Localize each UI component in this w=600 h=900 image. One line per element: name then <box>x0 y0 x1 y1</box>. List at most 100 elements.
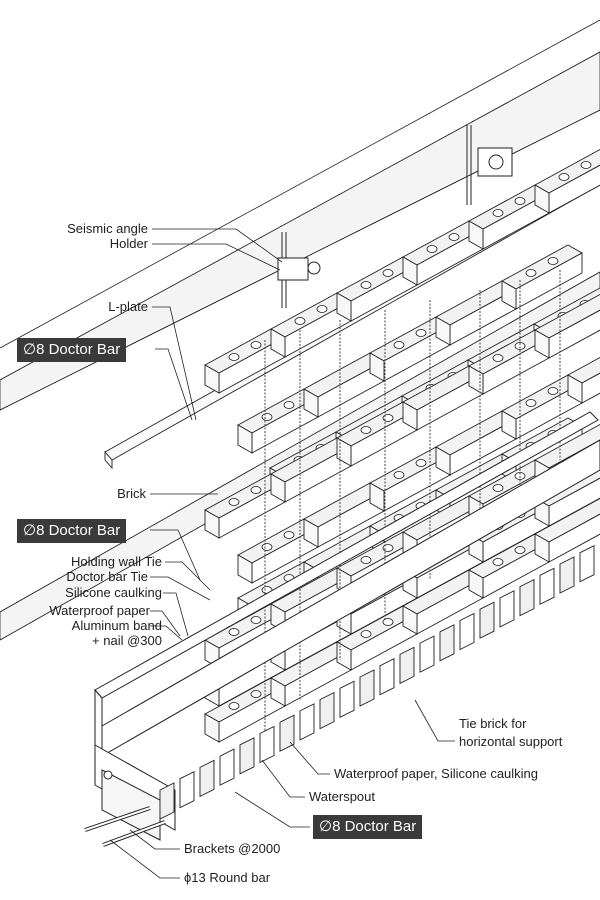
brick-hole <box>294 317 306 325</box>
brick-hole <box>525 269 537 277</box>
brick-hole <box>228 353 240 361</box>
tie-brick-label-line1: Tie brick for <box>459 716 527 731</box>
brick-hole <box>316 305 328 313</box>
round-bar-label: ϕ13 Round bar <box>184 870 271 885</box>
brick-end <box>270 473 286 503</box>
waterspout-block <box>259 725 275 764</box>
brick-hole <box>250 616 262 624</box>
brick-end <box>468 220 484 250</box>
holding-wall-tie-label: Holding wall Tie <box>70 554 162 569</box>
brick-hole <box>228 628 240 636</box>
brick-hole <box>514 342 526 350</box>
holder-label: Holder <box>109 236 148 251</box>
doctor-bar-bottom-tag: ∅8 Doctor Bar <box>313 815 423 839</box>
waterspout-block <box>159 782 175 820</box>
doctor-bar-tie-label: Doctor bar Tie <box>66 569 148 584</box>
brick-hole <box>514 546 526 554</box>
brick-hole <box>360 630 372 638</box>
brick-hole <box>250 486 262 494</box>
brick-end <box>336 292 352 322</box>
waterspout-block <box>179 770 195 809</box>
brick-hole <box>393 341 405 349</box>
nail-spacing-label: + nail @300 <box>92 633 162 648</box>
brick-hole <box>547 387 559 395</box>
brick-hole <box>228 498 240 506</box>
brick-end <box>336 437 352 467</box>
brick-end <box>435 446 451 476</box>
leader-lines <box>109 228 455 879</box>
brick-hole <box>525 399 537 407</box>
brick-hole <box>547 257 559 265</box>
brick-end <box>237 554 253 584</box>
silicone-caulking-label: Silicone caulking <box>65 585 162 600</box>
brick-end <box>534 533 550 563</box>
brick-hole <box>514 197 526 205</box>
waterproof-paper-label: Waterproof paper <box>49 603 150 618</box>
waterspout-block <box>379 657 395 696</box>
brick-end <box>303 388 319 418</box>
waterspout-block <box>399 646 415 685</box>
brick-hole <box>382 618 394 626</box>
brick-label: Brick <box>117 486 146 501</box>
brick-end <box>534 329 550 359</box>
brick-hole <box>492 354 504 362</box>
brick-end <box>402 256 418 286</box>
brick-end <box>270 328 286 358</box>
brick-end <box>468 569 484 599</box>
brick-hole <box>426 245 438 253</box>
waterspout-block <box>459 612 475 651</box>
waterspout-block <box>199 759 215 798</box>
brick-end <box>204 509 220 539</box>
brick-hole <box>415 329 427 337</box>
brick-hole <box>261 413 273 421</box>
brick-hole <box>580 161 592 169</box>
brick-hole <box>360 426 372 434</box>
brick-hole <box>360 556 372 564</box>
doctor-bar-ties <box>264 270 561 740</box>
brick-end <box>402 605 418 635</box>
waterspout-block <box>299 703 315 741</box>
waterproof-silicone-label: Waterproof paper, Silicone caulking <box>334 766 539 781</box>
aluminum-band-label: Aluminum band <box>71 618 162 633</box>
brick-end <box>369 482 385 512</box>
brick-hole <box>448 233 460 241</box>
brick-hole <box>250 341 262 349</box>
brick-end <box>270 677 286 707</box>
waterspout-block <box>519 578 535 617</box>
waterspout-block <box>279 714 295 752</box>
brick-end <box>204 713 220 743</box>
waterspout-block <box>479 601 495 639</box>
waterspout-block <box>559 556 575 594</box>
brick-hole <box>360 281 372 289</box>
brick-hole <box>261 543 273 551</box>
waterspout-block <box>439 624 455 662</box>
base-channel-and-spout <box>84 411 600 847</box>
seismic-angle-holder <box>277 125 513 308</box>
brick-end <box>501 410 517 440</box>
brick-hole <box>382 269 394 277</box>
brick-end <box>237 424 253 454</box>
brick-end <box>303 518 319 548</box>
waterspout-row <box>159 544 595 820</box>
l-plate-label: L-plate <box>108 299 148 314</box>
waterspout-block <box>539 567 555 606</box>
brick-end <box>435 316 451 346</box>
brick-hole <box>492 209 504 217</box>
brick-hole <box>283 531 295 539</box>
waterspout-block <box>339 680 355 719</box>
brick-hole <box>558 173 570 181</box>
brick-hole <box>415 459 427 467</box>
brick-hole <box>283 401 295 409</box>
brick-hole <box>393 471 405 479</box>
brick-hole <box>492 484 504 492</box>
waterspout-label: Waterspout <box>309 789 375 804</box>
brick-end <box>501 280 517 310</box>
brick-hole <box>228 702 240 710</box>
brick-end <box>534 184 550 214</box>
waterspout-block <box>499 590 515 628</box>
brick-hole <box>250 690 262 698</box>
waterspout-block <box>319 691 335 730</box>
tie-brick-label-line2: horizontal support <box>459 734 563 749</box>
